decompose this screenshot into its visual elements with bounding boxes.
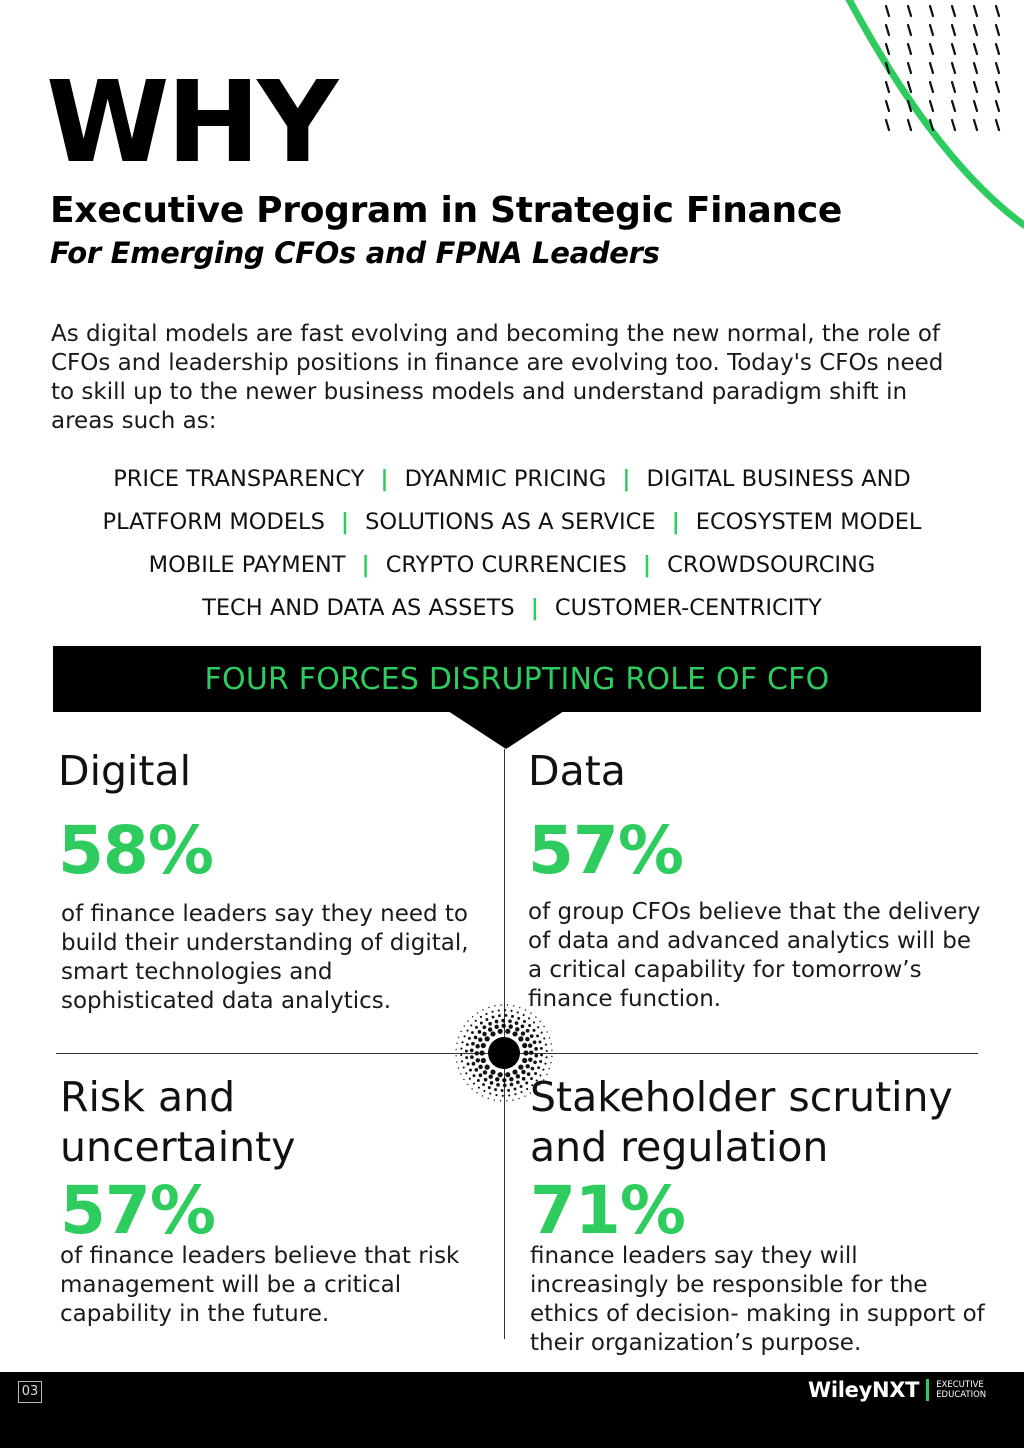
- brand-tagline-line: EXECUTIVE: [936, 1380, 984, 1390]
- force-description: finance leaders say they will increasing…: [530, 1243, 985, 1356]
- focus-area: CROWDSOURCING: [667, 552, 876, 578]
- focus-area: SOLUTIONS AS A SERVICE: [365, 509, 656, 535]
- focus-area: DIGITAL BUSINESS AND: [646, 466, 911, 492]
- force-title: Risk and uncertainty: [60, 1073, 296, 1171]
- focus-area: TECH AND DATA AS ASSETS: [202, 595, 515, 621]
- force-description: of finance leaders believe that risk man…: [60, 1243, 460, 1327]
- force-percent: 71%: [530, 1172, 686, 1249]
- force-data: Data 57% of group CFOs believe that the …: [528, 746, 988, 1014]
- focus-area: CUSTOMER-CENTRICITY: [554, 595, 822, 621]
- focus-area: DYANMIC PRICING: [404, 466, 607, 492]
- focus-areas-list: PRICE TRANSPARENCY | DYANMIC PRICING | DIGIT…: [40, 458, 984, 630]
- force-stakeholder: Stakeholder scrutiny and regulation 71% …: [530, 1072, 990, 1358]
- force-percent: 58%: [58, 812, 214, 889]
- focus-area: MOBILE PAYMENT: [148, 552, 346, 578]
- focus-area: CRYPTO CURRENCIES: [385, 552, 627, 578]
- focus-areas-row: MOBILE PAYMENT | CRYPTO CURRENCIES | CROWDSO…: [40, 544, 984, 587]
- force-digital: Digital 58% of finance leaders say they …: [58, 746, 488, 1016]
- footer-bar: [0, 1372, 1024, 1448]
- intro-paragraph: As digital models are fast evolving and …: [51, 321, 944, 434]
- force-description: of finance leaders say they need to buil…: [61, 901, 469, 1014]
- force-title: Data: [528, 747, 626, 795]
- force-title: Digital: [58, 747, 191, 795]
- separator: |: [530, 595, 539, 621]
- why-heading: WHY: [46, 58, 338, 188]
- focus-areas-row: TECH AND DATA AS ASSETS | CUSTOMER-CENTRIC…: [40, 587, 984, 630]
- focus-area: PLATFORM MODELS: [102, 509, 325, 535]
- brand-divider: [926, 1379, 930, 1401]
- brand-logo: WileyNXT EXECUTIVE EDUCATION: [808, 1378, 986, 1402]
- brand-name: WileyNXT: [808, 1378, 920, 1402]
- separator: |: [361, 552, 370, 578]
- focus-areas-row: PLATFORM MODELS | SOLUTIONS AS A SERVICE | E…: [40, 501, 984, 544]
- corner-decoration: [845, 0, 1024, 229]
- force-description: of group CFOs believe that the delivery …: [528, 899, 981, 1012]
- brand-tagline: EXECUTIVE EDUCATION: [936, 1380, 986, 1400]
- force-percent: 57%: [60, 1172, 216, 1249]
- focus-areas-row: PRICE TRANSPARENCY | DYANMIC PRICING | DIGIT…: [40, 458, 984, 501]
- separator: |: [622, 466, 631, 492]
- force-title: Stakeholder scrutiny and regulation: [530, 1073, 953, 1171]
- banner-pointer: [448, 711, 564, 749]
- section-banner-title: FOUR FORCES DISRUPTING ROLE OF CFO: [204, 661, 830, 697]
- brand-tagline-line: EDUCATION: [936, 1390, 987, 1400]
- separator: |: [671, 509, 680, 535]
- separator: |: [380, 466, 389, 492]
- program-subtitle: For Emerging CFOs and FPNA Leaders: [50, 236, 660, 270]
- separator: |: [340, 509, 350, 535]
- force-risk: Risk and uncertainty 57% of finance lead…: [60, 1072, 480, 1329]
- focus-area: PRICE TRANSPARENCY: [113, 466, 365, 492]
- halftone-burst-icon: [455, 1004, 553, 1102]
- program-title: Executive Program in Strategic Finance: [50, 190, 843, 231]
- force-percent: 57%: [528, 812, 684, 889]
- focus-area: ECOSYSTEM MODEL: [695, 509, 922, 535]
- section-banner: FOUR FORCES DISRUPTING ROLE OF CFO: [53, 646, 981, 712]
- separator: |: [642, 552, 652, 578]
- page-number: 03: [18, 1381, 42, 1403]
